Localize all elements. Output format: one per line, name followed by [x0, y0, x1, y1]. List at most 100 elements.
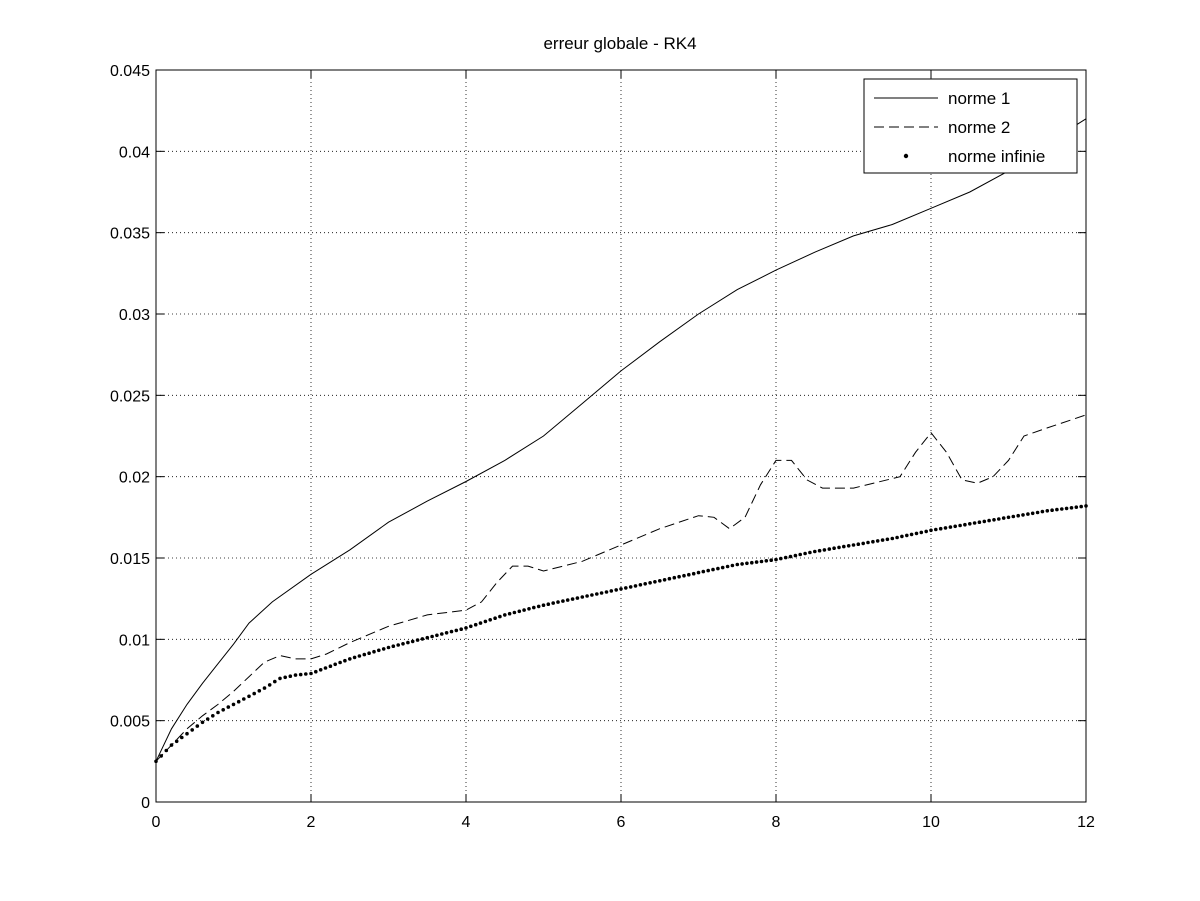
data-point-norme-infinie [890, 536, 895, 541]
data-point-norme-infinie [837, 545, 841, 550]
data-point-norme-infinie [278, 676, 282, 681]
data-point-norme-infinie [536, 604, 541, 609]
data-point-norme-infinie [1055, 507, 1059, 512]
data-point-norme-infinie [556, 600, 560, 604]
data-point-norme-infinie [798, 552, 802, 557]
data-point-norme-infinie [527, 607, 531, 611]
data-point-norme-infinie [575, 596, 580, 600]
x-tick-label: 8 [772, 814, 781, 831]
data-point-norme-infinie [236, 699, 241, 704]
data-point-norme-infinie [779, 556, 783, 561]
data-point-norme-infinie [1011, 514, 1016, 519]
data-point-norme-infinie [1045, 509, 1050, 513]
data-point-norme-infinie [590, 593, 594, 597]
data-point-norme-infinie [701, 569, 706, 574]
data-point-norme-infinie [1016, 513, 1020, 518]
y-tick-label: 0.005 [110, 714, 150, 731]
data-point-norme-infinie [267, 683, 272, 687]
data-point-norme-infinie [362, 652, 367, 657]
data-point-norme-infinie [725, 564, 730, 569]
data-point-norme-infinie [396, 643, 401, 647]
data-point-norme-infinie [1079, 504, 1083, 509]
data-point-norme-infinie [667, 576, 672, 581]
data-point-norme-infinie [262, 686, 267, 690]
data-point-norme-infinie [909, 532, 914, 537]
data-point-norme-infinie [938, 526, 943, 531]
data-point-norme-infinie [488, 618, 493, 622]
x-tick-label: 4 [462, 814, 471, 831]
data-point-norme-infinie [740, 562, 744, 566]
data-point-norme-infinie [164, 748, 169, 753]
data-point-norme-infinie [381, 647, 386, 651]
data-point-norme-infinie [963, 522, 967, 527]
data-point-norme-infinie [1001, 516, 1006, 520]
data-point-norme-infinie [875, 539, 880, 543]
data-point-norme-infinie [512, 610, 517, 615]
data-point-norme-infinie [1064, 506, 1069, 511]
data-point-norme-infinie [415, 638, 420, 642]
data-point-norme-infinie [478, 621, 483, 625]
chart-title: erreur globale - RK4 [543, 34, 696, 53]
data-point-norme-infinie [483, 619, 488, 624]
data-point-norme-infinie [774, 557, 778, 562]
x-tick-label: 12 [1077, 814, 1095, 831]
data-point-norme-infinie [682, 573, 686, 578]
data-point-norme-infinie [522, 608, 526, 612]
data-point-norme-infinie [585, 594, 589, 598]
data-point-norme-infinie [493, 616, 497, 620]
data-point-norme-infinie [997, 517, 1001, 521]
data-point-norme-infinie [604, 590, 609, 594]
data-point-norme-infinie [1026, 512, 1030, 516]
data-point-norme-infinie [1060, 507, 1064, 511]
data-point-norme-infinie [788, 554, 793, 559]
data-point-norme-infinie [730, 563, 735, 568]
data-point-norme-infinie [735, 562, 740, 567]
data-point-norme-infinie [658, 579, 662, 583]
data-point-norme-infinie [643, 582, 647, 586]
data-point-norme-infinie [420, 637, 425, 641]
data-point-norme-infinie [638, 583, 643, 587]
data-point-norme-infinie [503, 613, 507, 617]
data-point-norme-infinie [745, 561, 749, 566]
legend-label-norme-1: norme 1 [948, 89, 1010, 108]
data-point-norme-infinie [190, 728, 194, 732]
axis-ticks: 0 2 4 6 8 10 12 0 0.005 0.01 0.015 0.02 0.025 0.03 0.0… [110, 63, 1095, 831]
data-point-norme-infinie [691, 571, 696, 576]
data-point-norme-infinie [609, 589, 614, 593]
data-point-norme-infinie [624, 586, 628, 590]
data-point-norme-infinie [159, 754, 163, 758]
legend-swatch-norme-infinie [903, 153, 909, 159]
y-tick-label: 0.01 [119, 632, 150, 649]
data-point-norme-infinie [968, 522, 972, 526]
data-point-norme-infinie [832, 546, 836, 550]
data-point-norme-infinie [216, 710, 220, 715]
data-point-norme-infinie [628, 585, 633, 589]
data-point-norme-infinie [459, 627, 464, 631]
data-point-norme-infinie [1069, 506, 1074, 510]
data-point-norme-infinie [817, 548, 822, 553]
data-point-norme-infinie [464, 626, 468, 630]
y-tick-label: 0.04 [119, 144, 150, 161]
data-point-norme-infinie [1021, 513, 1025, 517]
data-point-norme-infinie [827, 547, 832, 551]
data-point-norme-infinie [357, 654, 362, 658]
data-point-norme-infinie [517, 609, 522, 614]
data-point-norme-infinie [662, 578, 667, 582]
data-point-norme-infinie [169, 743, 174, 747]
data-point-norme-infinie [919, 530, 924, 535]
data-point-norme-infinie [813, 549, 817, 554]
y-tick-label: 0.03 [119, 307, 150, 324]
legend: norme 1 norme 2 norme infinie [863, 78, 1078, 174]
data-point-norme-infinie [1074, 505, 1079, 510]
data-point-norme-infinie [871, 539, 875, 544]
plot-area [154, 118, 1088, 764]
data-point-norme-infinie [866, 540, 870, 545]
data-point-norme-infinie [619, 587, 623, 591]
series-norme-infinie [154, 504, 1088, 764]
data-point-norme-infinie [200, 720, 205, 725]
data-point-norme-infinie [293, 673, 298, 677]
data-point-norme-infinie [323, 666, 328, 670]
data-point-norme-infinie [648, 581, 652, 585]
data-point-norme-infinie [895, 535, 899, 540]
data-point-norme-infinie [599, 591, 604, 595]
